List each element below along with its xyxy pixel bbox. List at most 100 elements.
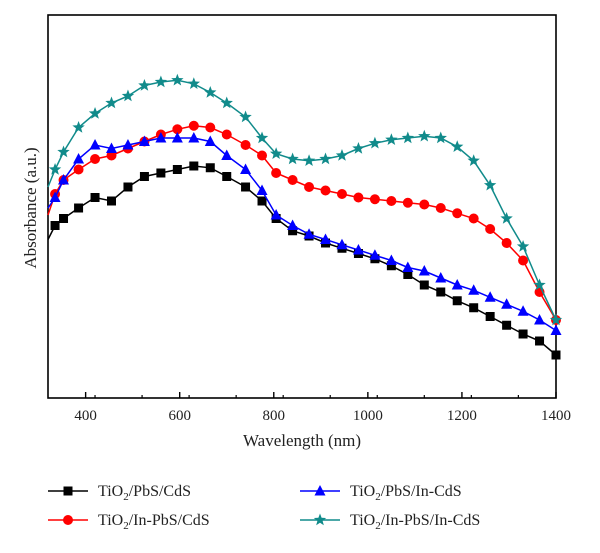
legend-item-3: TiO2/PbS/In-CdS bbox=[300, 483, 462, 503]
data-point bbox=[451, 140, 464, 153]
data-point bbox=[269, 147, 283, 160]
data-point bbox=[535, 336, 545, 346]
data-point bbox=[240, 140, 251, 150]
data-point bbox=[368, 136, 382, 149]
data-point bbox=[139, 172, 149, 181]
data-point bbox=[188, 132, 200, 143]
data-point bbox=[240, 163, 252, 174]
data-point bbox=[500, 212, 513, 224]
data-point bbox=[154, 75, 168, 88]
data-point bbox=[402, 197, 413, 208]
data-point bbox=[50, 221, 60, 230]
data-point bbox=[74, 203, 84, 213]
data-point bbox=[468, 213, 479, 224]
data-point bbox=[241, 182, 251, 192]
data-point bbox=[452, 208, 463, 219]
data-point bbox=[435, 203, 446, 213]
series-4 bbox=[47, 73, 563, 326]
data-point bbox=[171, 132, 183, 143]
data-point bbox=[255, 131, 269, 144]
data-point bbox=[385, 254, 397, 265]
data-point bbox=[518, 329, 528, 339]
x-tick-label-800: 800 bbox=[263, 408, 286, 424]
data-point bbox=[188, 120, 199, 131]
data-point bbox=[122, 139, 134, 150]
data-point bbox=[386, 196, 397, 206]
data-point bbox=[155, 132, 167, 143]
x-tick-label-1000: 1000 bbox=[353, 408, 383, 424]
legend-marker bbox=[313, 513, 327, 526]
data-point bbox=[257, 196, 267, 206]
data-point bbox=[59, 214, 69, 223]
data-point bbox=[48, 163, 62, 175]
data-point bbox=[90, 154, 101, 164]
data-point bbox=[336, 189, 347, 199]
x-ticks: 400 600 800 1000 1200 1400 bbox=[74, 392, 571, 424]
x-tick-label-1200: 1200 bbox=[447, 408, 477, 424]
data-point bbox=[434, 131, 447, 144]
data-point bbox=[256, 184, 268, 195]
data-point bbox=[452, 296, 462, 306]
data-point bbox=[485, 224, 496, 234]
legend-label: TiO2/PbS/In-CdS bbox=[350, 483, 462, 503]
data-point bbox=[386, 261, 396, 271]
series-line-2 bbox=[47, 125, 557, 321]
data-point bbox=[106, 142, 117, 153]
data-point bbox=[516, 240, 530, 252]
data-point bbox=[302, 154, 316, 167]
data-point bbox=[534, 314, 546, 325]
data-point bbox=[204, 86, 217, 98]
data-point bbox=[222, 172, 232, 181]
x-tick-label-600: 600 bbox=[168, 408, 191, 424]
x-tick-label-400: 400 bbox=[74, 408, 97, 424]
data-point bbox=[239, 110, 252, 123]
data-point bbox=[385, 133, 398, 146]
data-point bbox=[257, 150, 268, 161]
data-point bbox=[501, 298, 513, 309]
data-point bbox=[123, 182, 133, 192]
data-point bbox=[403, 270, 413, 279]
data-point bbox=[121, 89, 135, 102]
data-point bbox=[402, 261, 414, 272]
data-point bbox=[72, 121, 85, 133]
data-point bbox=[352, 244, 364, 255]
data-point bbox=[220, 96, 233, 109]
x-axis-title: Wavelength (nm) bbox=[243, 431, 361, 450]
data-point bbox=[138, 135, 150, 146]
data-point bbox=[369, 194, 380, 205]
data-point bbox=[271, 168, 282, 178]
legend-item-4: TiO2/In-PbS/In-CdS bbox=[300, 512, 480, 532]
legend-marker bbox=[63, 486, 73, 496]
data-point bbox=[287, 219, 299, 230]
data-point bbox=[436, 287, 446, 297]
data-point bbox=[288, 226, 298, 236]
data-point bbox=[485, 312, 495, 321]
data-point bbox=[187, 77, 200, 90]
data-point bbox=[204, 135, 216, 146]
data-point bbox=[369, 249, 381, 260]
data-point bbox=[484, 291, 496, 302]
data-point bbox=[551, 350, 561, 360]
data-point bbox=[138, 79, 151, 91]
data-point bbox=[58, 174, 70, 185]
legend-label: TiO2/In-PbS/CdS bbox=[98, 512, 210, 532]
data-point bbox=[550, 324, 562, 335]
data-point bbox=[303, 228, 315, 239]
legend: TiO2/PbS/CdS TiO2/PbS/In-CdS TiO2/In-PbS/C… bbox=[48, 483, 480, 532]
data-point bbox=[468, 284, 480, 295]
data-point bbox=[49, 191, 61, 202]
data-point bbox=[172, 165, 182, 174]
data-point bbox=[352, 142, 365, 154]
data-point bbox=[501, 238, 512, 248]
data-point bbox=[171, 73, 184, 86]
data-point bbox=[286, 152, 299, 165]
data-point bbox=[483, 178, 497, 191]
data-point bbox=[73, 164, 84, 175]
data-point bbox=[156, 168, 166, 178]
series-line-4 bbox=[47, 79, 557, 321]
legend-label: TiO2/PbS/CdS bbox=[98, 483, 191, 503]
data-point bbox=[90, 193, 100, 202]
legend-marker bbox=[63, 515, 73, 525]
data-point bbox=[418, 265, 430, 276]
